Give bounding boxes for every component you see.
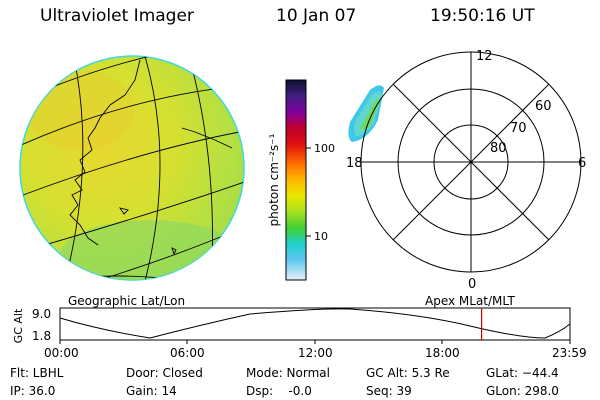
timeline-xtick-1200: 12:00 (298, 346, 333, 360)
info-gc-alt: GC Alt: 5.3 Re (366, 366, 450, 380)
mlt-label-18: 18 (346, 156, 363, 171)
info-glat: GLat: −44.4 (486, 366, 559, 380)
timeline-xtick-2359: 23:59 (552, 346, 587, 360)
colorbar-tick-10: 10 (314, 230, 328, 243)
info-gain: Gain: 14 (126, 384, 177, 398)
mlt-label-6: 6 (578, 156, 586, 171)
lat-label-80: 80 (490, 141, 507, 156)
timeline-xtick-1800: 18:00 (425, 346, 460, 360)
earth-image (19, 55, 245, 281)
time-label: 19:50:16 UT (430, 6, 535, 26)
timeline-ymax: 9.0 (32, 307, 51, 321)
mlt-label-0: 0 (468, 277, 476, 292)
info-seq: Seq: 39 (366, 384, 412, 398)
lat-label-60: 60 (535, 99, 552, 114)
date-label: 10 Jan 07 (276, 6, 357, 26)
timeline-xtick-0600: 06:00 (170, 346, 205, 360)
info-dsp: Dsp: -0.0 (246, 384, 312, 398)
lat-label-70: 70 (510, 121, 527, 136)
altitude-timeline (59, 307, 571, 344)
info-filter: Flt: LBHL (10, 366, 64, 380)
timeline-ymin: 1.8 (32, 329, 51, 343)
color-scale-bar: 100 10 photon cm⁻²s⁻¹ (267, 79, 335, 281)
map-caption-apex: Apex MLat/MLT (425, 294, 515, 308)
info-ip: IP: 36.0 (10, 384, 56, 398)
map-caption-geographic: Geographic Lat/Lon (68, 294, 186, 308)
timeline-ylabel: GC Alt (12, 308, 25, 343)
timeline-xtick-0000: 00:00 (44, 346, 79, 360)
colorbar-label: photon cm⁻²s⁻¹ (267, 133, 281, 226)
colorbar-tick-100: 100 (314, 142, 335, 155)
app-title: Ultraviolet Imager (40, 6, 194, 26)
mlt-label-12: 12 (476, 49, 493, 64)
info-glon: GLon: 298.0 (486, 384, 559, 398)
polar-plot (348, 51, 582, 273)
info-door: Door: Closed (126, 366, 203, 380)
info-mode: Mode: Normal (246, 366, 330, 380)
